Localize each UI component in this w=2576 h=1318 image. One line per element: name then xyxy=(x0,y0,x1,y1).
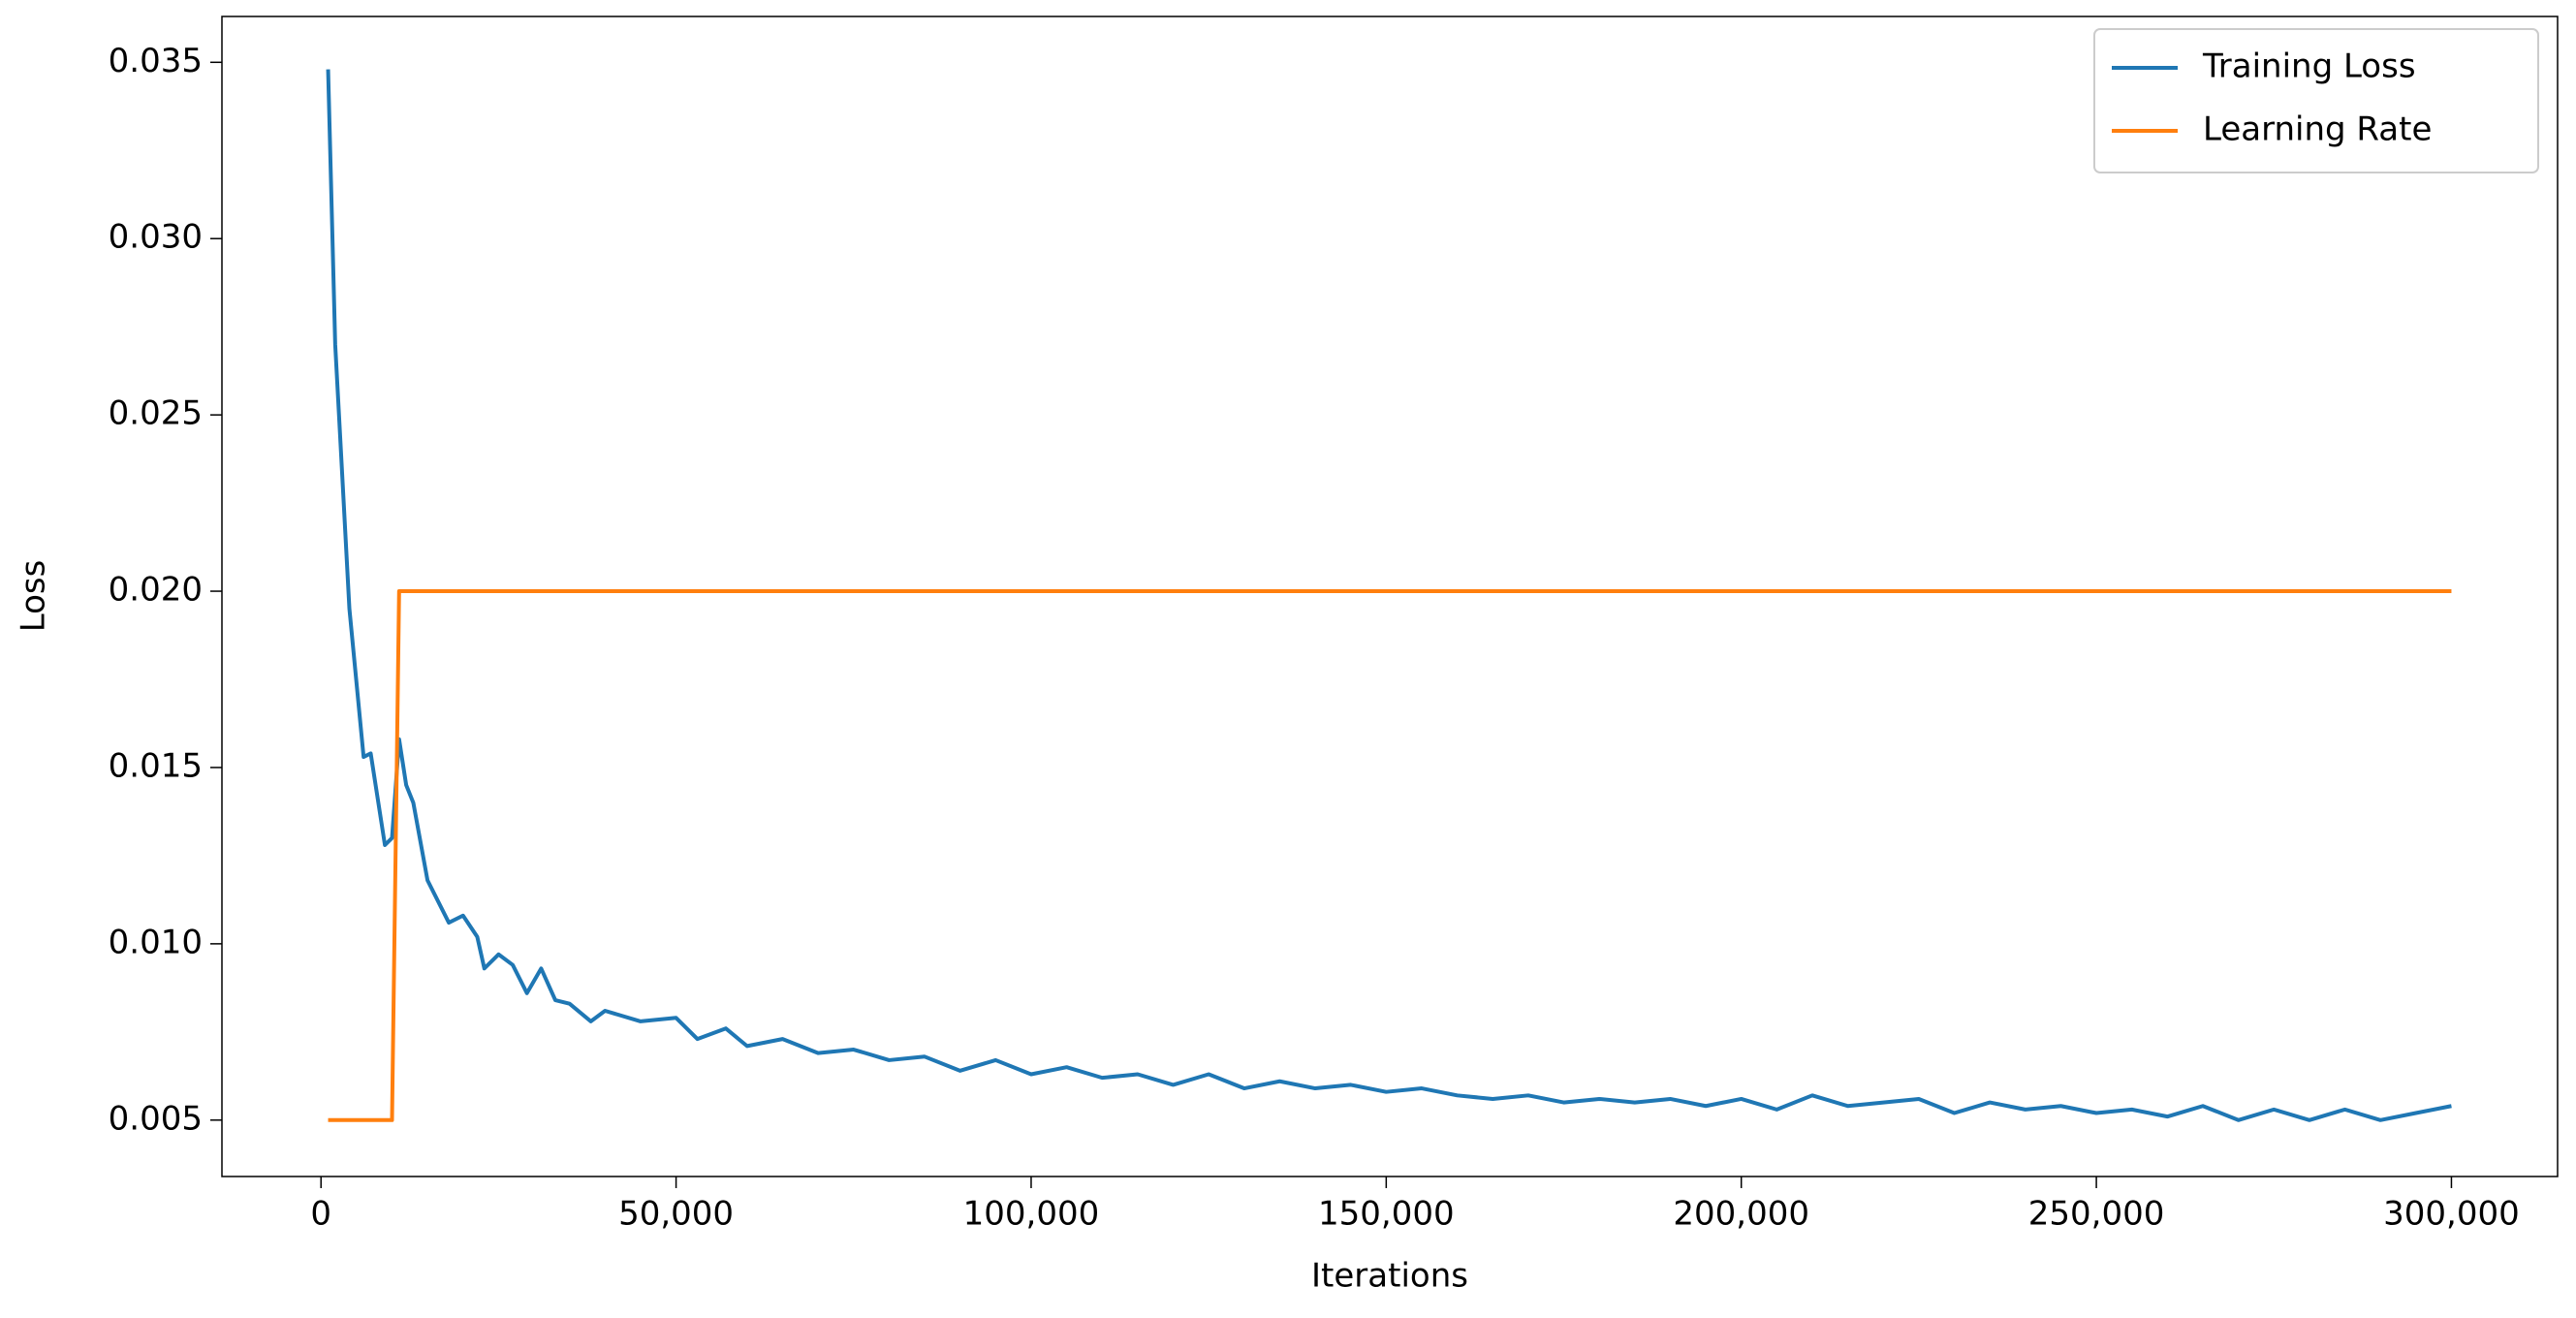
x-tick-label: 100,000 xyxy=(963,1195,1100,1234)
x-tick-label: 50,000 xyxy=(618,1195,734,1234)
y-tick-label: 0.005 xyxy=(109,1099,203,1138)
x-tick-label: 200,000 xyxy=(1673,1195,1809,1234)
series-line xyxy=(328,589,2452,1122)
y-tick-label: 0.030 xyxy=(109,218,203,257)
legend-label: Learning Rate xyxy=(2203,110,2432,149)
plot-frame xyxy=(221,16,2559,1177)
x-axis-label: Iterations xyxy=(1311,1257,1468,1296)
legend: Training Loss Learning Rate xyxy=(2093,28,2539,173)
y-tick-label: 0.035 xyxy=(109,42,203,80)
y-tick-label: 0.015 xyxy=(109,746,203,785)
x-tick-label: 250,000 xyxy=(2028,1195,2165,1234)
y-tick-label: 0.020 xyxy=(109,571,203,610)
legend-label: Training Loss xyxy=(2202,47,2416,86)
x-tick-label: 0 xyxy=(310,1195,331,1234)
legend-box xyxy=(2093,28,2539,173)
y-tick-label: 0.025 xyxy=(109,394,203,433)
x-tick-label: 150,000 xyxy=(1318,1195,1455,1234)
y-tick-label: 0.010 xyxy=(109,923,203,961)
series-line xyxy=(326,69,2452,1122)
y-axis-label: Loss xyxy=(15,560,53,633)
x-tick-label: 300,000 xyxy=(2383,1195,2520,1234)
